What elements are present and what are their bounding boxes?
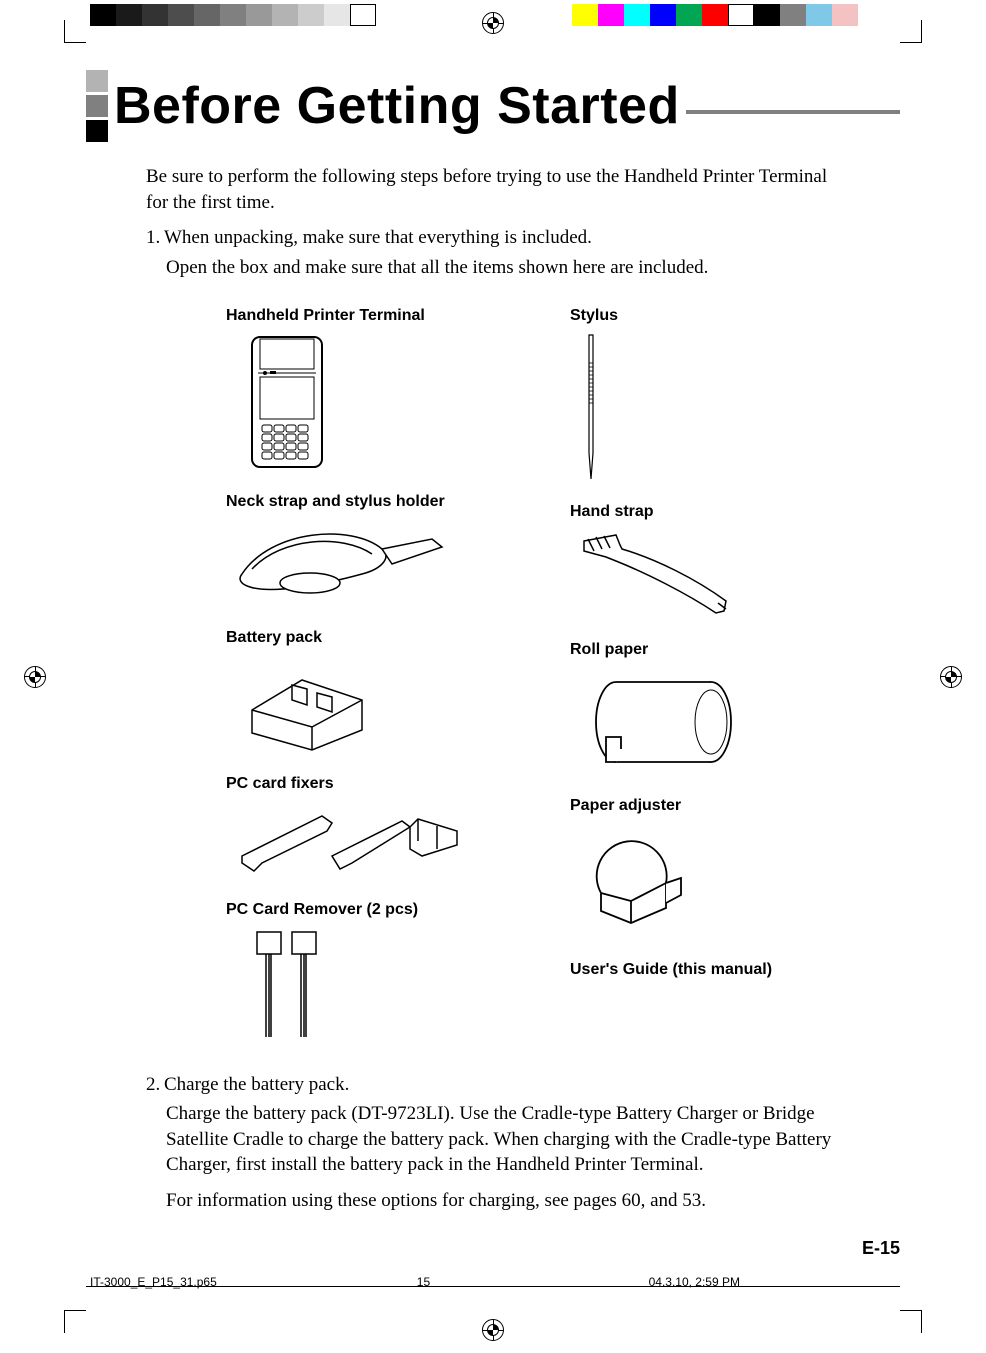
section-heading: Before Getting Started bbox=[86, 70, 900, 142]
step-text: When unpacking, make sure that everythin… bbox=[164, 227, 592, 248]
heading-rule bbox=[686, 110, 900, 114]
registration-mark-right bbox=[940, 666, 962, 688]
step-2-para: For information using these options for … bbox=[166, 1188, 836, 1214]
paper-adjuster-icon bbox=[576, 823, 850, 933]
registration-mark-top bbox=[482, 12, 504, 34]
crop-mark bbox=[64, 1289, 86, 1311]
neck-strap-icon bbox=[232, 519, 566, 609]
registration-mark-left bbox=[24, 666, 46, 688]
pc-card-fixers-icon bbox=[232, 801, 566, 881]
slug-line: IT-3000_E_P15_31.p65 15 04.3.10, 2:59 PM bbox=[86, 1286, 900, 1293]
pc-card-remover-icon bbox=[232, 927, 566, 1042]
color-swatches bbox=[572, 4, 858, 26]
battery-pack-icon bbox=[232, 655, 566, 755]
print-registration-top bbox=[0, 0, 986, 44]
handheld-terminal-icon bbox=[232, 333, 566, 473]
step-text: Charge the battery pack. bbox=[164, 1074, 349, 1095]
crop-mark bbox=[900, 1289, 922, 1311]
intro-text: Be sure to perform the following steps b… bbox=[146, 164, 836, 215]
heading-marker-icon bbox=[86, 70, 108, 142]
item-label: Neck strap and stylus holder bbox=[226, 493, 566, 511]
slug-filename: IT-3000_E_P15_31.p65 bbox=[90, 1275, 217, 1289]
item-label: Handheld Printer Terminal bbox=[226, 307, 566, 325]
step-2-para: Charge the battery pack (DT-9723LI). Use… bbox=[166, 1101, 836, 1178]
item-label: PC Card Remover (2 pcs) bbox=[226, 901, 566, 919]
package-contents: Handheld Printer Terminal Neck s bbox=[226, 307, 866, 1062]
page-number: E-15 bbox=[862, 1238, 900, 1259]
hand-strap-icon bbox=[576, 529, 850, 619]
crop-mark bbox=[64, 42, 86, 64]
step-1-sub: Open the box and make sure that all the … bbox=[166, 255, 836, 281]
page-title: Before Getting Started bbox=[114, 76, 680, 136]
slug-datetime: 04.3.10, 2:59 PM bbox=[649, 1275, 740, 1289]
item-label: Battery pack bbox=[226, 629, 566, 647]
step-1: 1.When unpacking, make sure that everyth… bbox=[146, 225, 836, 251]
item-label: Roll paper bbox=[570, 641, 850, 659]
step-number: 1. bbox=[146, 225, 164, 251]
item-label: PC card fixers bbox=[226, 775, 566, 793]
item-label: Stylus bbox=[570, 307, 850, 325]
registration-mark-bottom bbox=[482, 1319, 504, 1341]
slug-page: 15 bbox=[417, 1275, 430, 1289]
crop-mark bbox=[900, 42, 922, 64]
roll-paper-icon bbox=[576, 667, 850, 777]
item-label: User's Guide (this manual) bbox=[570, 961, 850, 979]
step-number: 2. bbox=[146, 1072, 164, 1098]
page-content: Before Getting Started Be sure to perfor… bbox=[86, 60, 900, 1293]
grayscale-swatches bbox=[90, 4, 376, 26]
item-label: Hand strap bbox=[570, 503, 850, 521]
step-2: 2.Charge the battery pack. bbox=[146, 1072, 836, 1098]
item-label: Paper adjuster bbox=[570, 797, 850, 815]
print-registration-bottom bbox=[0, 1303, 986, 1353]
stylus-icon bbox=[576, 333, 850, 483]
